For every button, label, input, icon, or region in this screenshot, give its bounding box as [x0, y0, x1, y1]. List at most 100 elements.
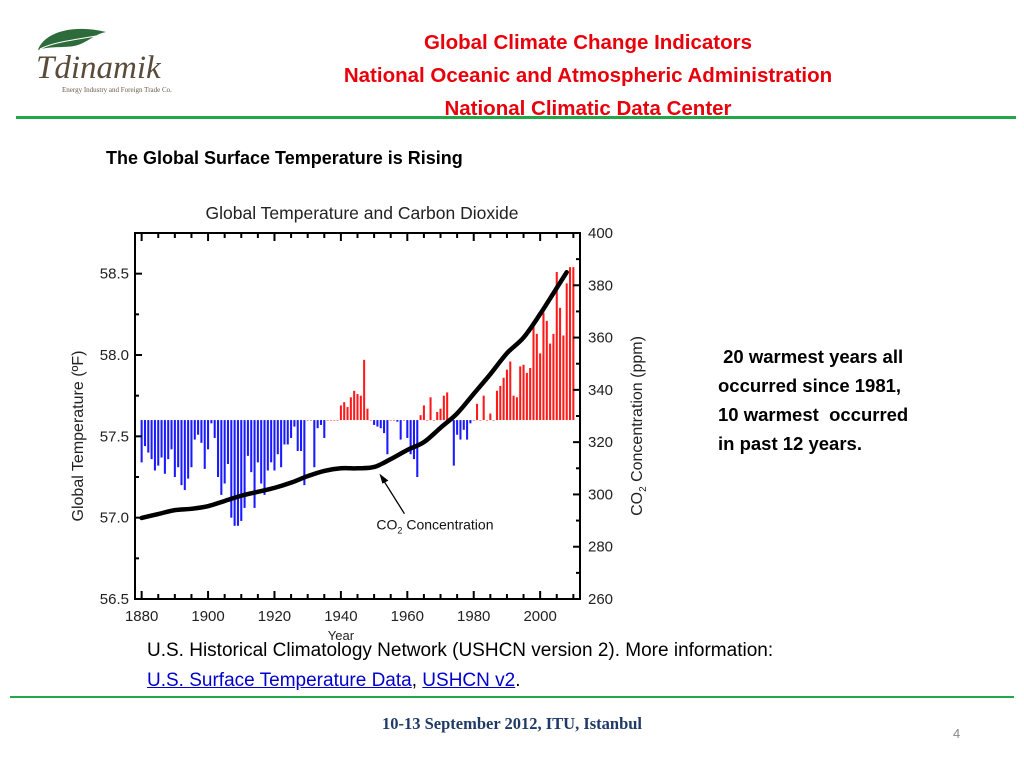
footer-event: 10-13 September 2012, ITU, Istanbul — [381, 714, 643, 733]
temp-bar-1902 — [213, 420, 216, 438]
annotation-arrowhead — [379, 473, 389, 484]
temp-bar-1994 — [519, 366, 522, 421]
temp-bar-1919 — [270, 420, 273, 463]
temp-bar-1995 — [522, 364, 525, 421]
temp-bar-1895 — [190, 420, 193, 468]
temp-bar-1930 — [306, 420, 309, 421]
temp-bar-1996 — [525, 372, 528, 421]
temp-bar-2010 — [572, 267, 575, 421]
link-separator: , — [411, 670, 423, 691]
temp-bar-1922 — [280, 420, 283, 468]
warmest-years-note: 20 warmest years all occurred since 1981… — [718, 346, 909, 454]
y2-tick-label-380: 380 — [588, 277, 613, 294]
company-logo: Tdinamik Energy Industry and Foreign Tra… — [28, 22, 178, 97]
temp-bar-1931 — [309, 420, 313, 421]
ushcn-v2-link[interactable]: USHCN v2 — [422, 670, 516, 691]
source-links: U.S. Surface Temperature Data, USHCN v2. — [147, 666, 773, 696]
temp-bar-1900 — [207, 420, 210, 450]
x-tick-label-1940: 1940 — [324, 608, 357, 625]
temp-bar-1979 — [469, 420, 472, 424]
temp-bar-1888 — [167, 420, 170, 460]
temp-bar-1948 — [366, 408, 369, 421]
temp-bar-1947 — [363, 359, 366, 421]
temp-bar-1912 — [246, 420, 249, 456]
y2-tick-label-360: 360 — [588, 330, 613, 347]
temp-bar-1993 — [515, 397, 518, 421]
temp-bar-1981 — [476, 403, 479, 421]
temp-bar-1980 — [472, 420, 475, 421]
temp-bar-1893 — [183, 420, 186, 491]
us-surface-temperature-link[interactable]: U.S. Surface Temperature Data — [147, 670, 412, 691]
y2-tick-label-300: 300 — [588, 486, 613, 503]
temp-bar-1982 — [479, 420, 482, 421]
temp-bar-1967 — [429, 397, 432, 421]
temp-bar-1964 — [419, 415, 422, 421]
temp-bar-1945 — [356, 394, 359, 421]
y-tick-label-57.0: 57.0 — [100, 510, 129, 527]
temperature-co2-chart: Global Temperature and Carbon Dioxide 18… — [70, 203, 649, 643]
temp-bar-1984 — [485, 420, 489, 421]
temp-bar-1896 — [193, 420, 196, 440]
header-line-3: National Climatic Data Center — [444, 97, 732, 120]
temp-bar-1921 — [276, 420, 279, 455]
x-tick-label-1960: 1960 — [391, 608, 424, 625]
temp-bar-1954 — [386, 420, 389, 455]
temp-bar-1899 — [203, 420, 206, 469]
temp-bar-1998 — [532, 325, 535, 421]
temp-bar-1885 — [157, 420, 160, 466]
y-tick-label-57.5: 57.5 — [100, 428, 129, 445]
temp-bar-2004 — [552, 333, 555, 421]
header-line-2: National Oceanic and Atmospheric Adminis… — [343, 64, 833, 87]
slide-subtitle: The Global Surface Temperature is Rising — [106, 148, 463, 168]
temp-bar-1917 — [263, 420, 266, 495]
temp-bar-1951 — [376, 420, 379, 427]
y2-tick-labels: 260 280 300 320 340 360 380 400 — [588, 225, 613, 608]
temp-bar-1908 — [233, 420, 236, 526]
x-tick-label-1880: 1880 — [125, 608, 158, 625]
leaf-icon — [38, 28, 106, 50]
temp-bar-2002 — [545, 320, 548, 421]
temp-bar-1898 — [200, 420, 203, 443]
y-tick-label-56.5: 56.5 — [100, 591, 129, 608]
temp-bar-1950 — [373, 420, 376, 425]
temp-bar-1956 — [393, 420, 396, 421]
temp-bar-1901 — [210, 420, 213, 424]
temp-bar-1987 — [495, 390, 499, 421]
temp-bar-1977 — [462, 420, 465, 430]
source-citation: U.S. Historical Climatology Network (USH… — [147, 636, 773, 696]
temp-bar-1974 — [452, 420, 455, 466]
temp-bar-1910 — [240, 420, 243, 521]
axis-ticks — [135, 232, 580, 600]
temp-bar-1939 — [336, 420, 339, 421]
top-divider — [16, 116, 1016, 119]
temp-bar-1929 — [303, 420, 306, 486]
temp-bar-1959 — [402, 420, 406, 421]
temp-bar-1976 — [459, 420, 462, 440]
temp-bar-1886 — [160, 420, 163, 458]
temp-bar-1952 — [379, 420, 382, 429]
link-period: . — [515, 670, 521, 691]
temp-bar-2000 — [539, 353, 542, 421]
temp-bar-1953 — [383, 420, 386, 434]
temp-bar-2005 — [555, 272, 558, 421]
temp-bar-1926 — [293, 420, 296, 427]
co2-annotation: CO2 Concentration — [376, 473, 494, 536]
y2-tick-label-340: 340 — [588, 382, 613, 399]
temp-bar-1915 — [256, 420, 259, 463]
x-tick-labels: 1880 1900 1920 1940 1960 1980 2000 — [125, 608, 557, 625]
temp-bar-1904 — [220, 420, 223, 495]
y2-tick-label-320: 320 — [588, 434, 613, 451]
temp-bar-1985 — [489, 413, 492, 421]
temp-bar-1911 — [243, 420, 246, 508]
annotation-label: CO2 Concentration — [376, 517, 493, 536]
temp-bar-1884 — [153, 420, 156, 471]
temp-bar-1966 — [426, 420, 429, 421]
temp-bar-2006 — [559, 307, 562, 421]
temp-bar-1892 — [180, 420, 183, 486]
temp-bar-1918 — [266, 420, 269, 471]
temp-bar-1913 — [250, 420, 253, 473]
source-text: U.S. Historical Climatology Network (USH… — [147, 640, 774, 661]
temp-bar-2009 — [569, 267, 572, 421]
co2-line — [139, 269, 569, 521]
temp-bar-1946 — [359, 395, 362, 421]
